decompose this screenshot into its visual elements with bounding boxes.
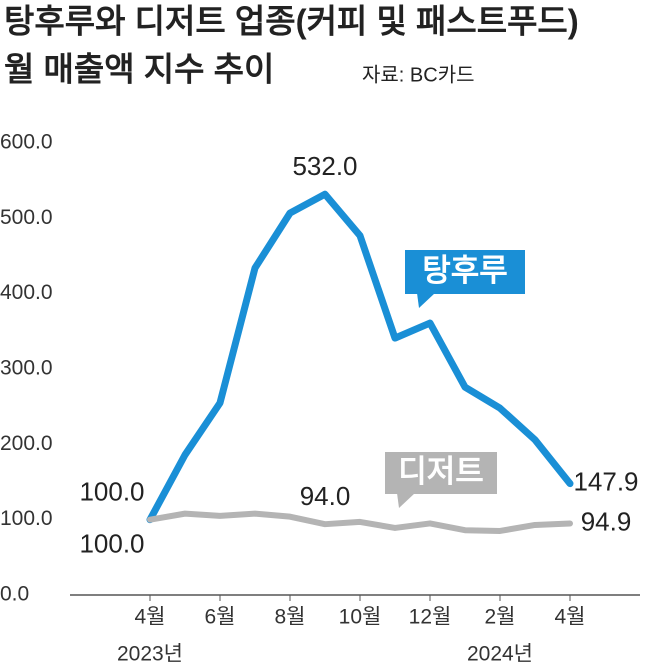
x-tick-label: 4월 <box>135 606 166 629</box>
x-tick-label: 4월 <box>555 606 586 629</box>
legend-box <box>405 250 525 294</box>
chart-title: 탕후루와 디저트 업종(커피 및 패스트푸드) <box>4 3 579 40</box>
value-label: 532.0 <box>292 151 357 181</box>
series-line <box>146 190 574 524</box>
legend-label: 디저트 <box>398 454 484 489</box>
x-tick-label: 2월 <box>485 606 516 629</box>
value-label: 100.0 <box>79 477 144 507</box>
y-tick-label: 600.0 <box>0 131 53 154</box>
value-label: 94.9 <box>581 506 632 536</box>
legend-box <box>385 452 497 494</box>
x-tick-label: 10월 <box>339 606 382 629</box>
year-label: 2024년 <box>467 643 533 666</box>
source: 자료: BC카드 <box>362 63 475 86</box>
y-tick-label: 400.0 <box>0 281 53 304</box>
x-tick-label: 6월 <box>205 606 236 629</box>
year-label: 2023년 <box>117 643 183 666</box>
y-tick-label: 300.0 <box>0 357 53 380</box>
x-tick-label: 12월 <box>409 606 452 629</box>
x-tick-label: 8월 <box>275 606 306 629</box>
legend-pointer <box>417 293 435 308</box>
chart-subtitle: 월 매출액 지수 추이 <box>4 51 274 88</box>
legend-pointer <box>397 493 415 508</box>
series-line <box>147 510 573 534</box>
y-tick-label: 200.0 <box>0 432 53 455</box>
value-label: 94.0 <box>300 481 351 511</box>
value-label: 100.0 <box>79 529 144 559</box>
value-label: 147.9 <box>573 466 638 496</box>
y-tick-label: 0.0 <box>0 583 29 606</box>
y-tick-label: 500.0 <box>0 206 53 229</box>
legend-label: 탕후루 <box>422 253 508 288</box>
y-tick-label: 100.0 <box>0 507 53 530</box>
